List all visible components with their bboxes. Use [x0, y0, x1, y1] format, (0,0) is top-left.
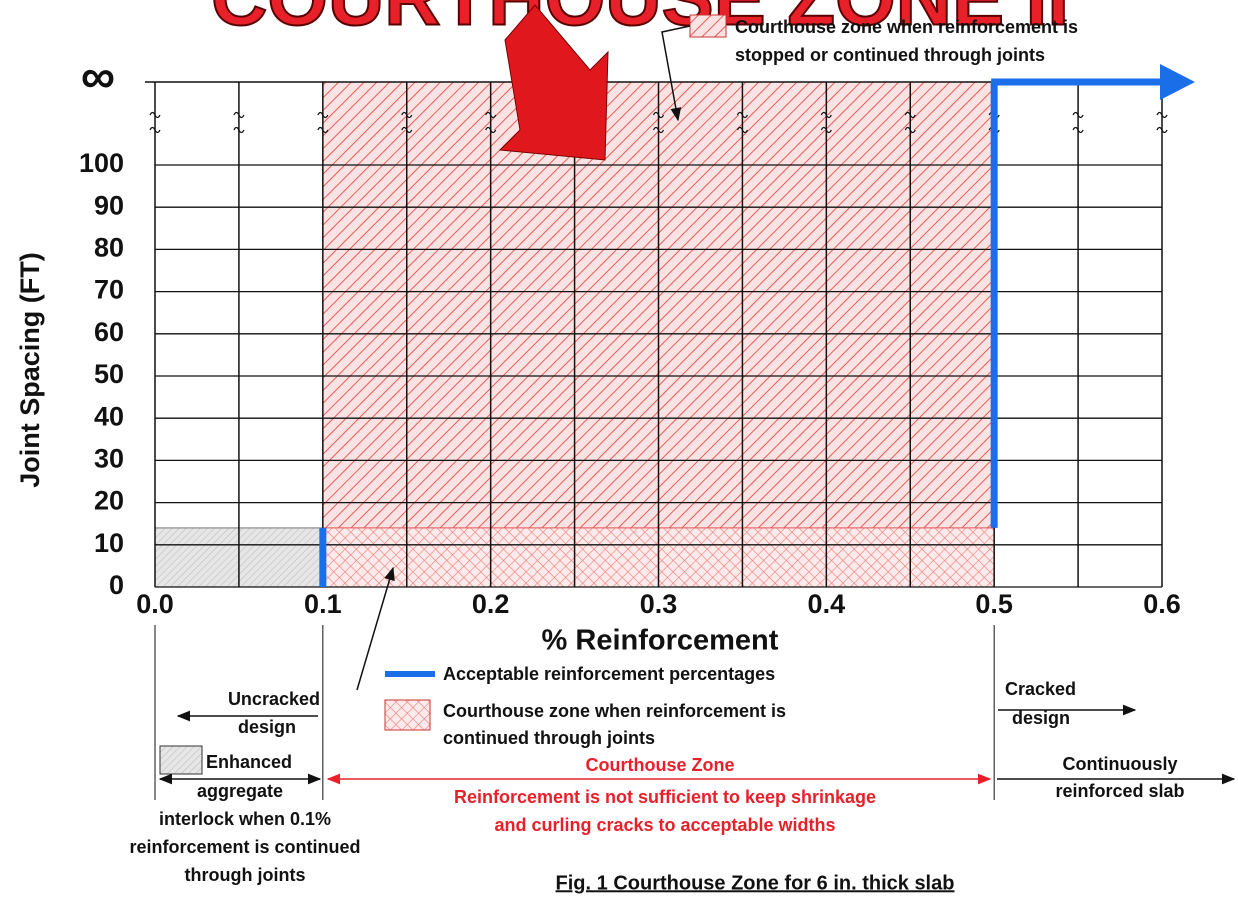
- axis-break: [904, 126, 916, 134]
- axis-break: [149, 126, 161, 134]
- annotation: design: [1012, 708, 1070, 728]
- x-tick-label: 0.6: [1143, 589, 1181, 619]
- axis-break: [317, 126, 329, 134]
- annotation: Uncracked: [228, 689, 320, 709]
- annotation: and curling cracks to acceptable widths: [494, 815, 835, 835]
- axis-break: [317, 111, 329, 119]
- x-tick-label: 0.4: [808, 589, 846, 619]
- legend-swatch-gray: [159, 745, 203, 775]
- y-tick-label: 90: [94, 190, 124, 220]
- legend-text: continued through joints: [443, 728, 655, 748]
- annotation: reinforcement is continued: [129, 837, 360, 857]
- x-tick-label: 0.3: [640, 589, 678, 619]
- legend-swatch-hatch: [689, 14, 727, 38]
- leader: [356, 566, 395, 691]
- axis-break: [1072, 126, 1084, 134]
- annotation: design: [238, 717, 296, 737]
- y-tick-label: 50: [94, 359, 124, 389]
- axis-break: [401, 126, 413, 134]
- y-tick-label: 70: [94, 275, 124, 305]
- axis-break: [736, 111, 748, 119]
- axis-break: [485, 126, 497, 134]
- y-tick-label: 60: [94, 317, 124, 347]
- legend-text: stopped or continued through joints: [735, 45, 1045, 65]
- annotation: Cracked: [1005, 679, 1076, 699]
- x-tick-label: 0.2: [472, 589, 510, 619]
- big-arrow: [498, 4, 609, 161]
- y-tick-label: 20: [94, 486, 124, 516]
- axis-break: [904, 111, 916, 119]
- annotation: Continuously: [1063, 754, 1178, 774]
- legend-text: Acceptable reinforcement percentages: [443, 664, 775, 684]
- y-axis-label: Joint Spacing (FT): [15, 252, 45, 488]
- y-tick-label: 0: [109, 570, 124, 600]
- axis-break: [1156, 111, 1168, 119]
- annotation: interlock when 0.1%: [159, 809, 331, 829]
- annotation: through joints: [185, 865, 306, 885]
- x-tick-label: 0.1: [304, 589, 342, 619]
- x-tick-label: 0.5: [975, 589, 1013, 619]
- legend-swatch-crosshatch: [384, 699, 431, 731]
- annotation: Enhanced: [206, 752, 292, 772]
- axis-break: [1072, 111, 1084, 119]
- axis-break: [652, 126, 665, 134]
- annotation: Courthouse Zone: [586, 755, 735, 775]
- annotation: aggregate: [197, 781, 283, 801]
- y-tick-label: 10: [94, 528, 124, 558]
- axis-break: [401, 111, 413, 119]
- y-tick-label: 40: [94, 401, 124, 431]
- axis-break: [485, 111, 497, 119]
- axis-break: [736, 126, 748, 134]
- legend-text: Courthouse zone when reinforcement is: [443, 701, 786, 721]
- y-tick-label: 80: [94, 233, 124, 263]
- axis-break: [820, 111, 832, 119]
- y-tick-label: 100: [79, 148, 124, 178]
- axis-break: [149, 111, 161, 119]
- acceptable-arrowhead: [1160, 64, 1195, 100]
- legend-text: Courthouse zone when reinforcement is: [735, 17, 1078, 37]
- banner: COURTHOUSE ZONE II: [211, 0, 1069, 42]
- leader: [661, 25, 691, 122]
- infinity-label: ∞: [81, 51, 115, 104]
- x-tick-label: 0.0: [136, 589, 174, 619]
- overlay: [319, 64, 1195, 587]
- annotation: Reinforcement is not sufficient to keep …: [454, 787, 876, 807]
- axis-break: [233, 126, 245, 134]
- y-tick-label: 30: [94, 444, 124, 474]
- figure-title: Fig. 1 Courthouse Zone for 6 in. thick s…: [556, 872, 955, 894]
- axis-break: [820, 126, 832, 134]
- annotation: reinforced slab: [1055, 781, 1184, 801]
- axis-break: [652, 111, 665, 119]
- axis-break: [1156, 126, 1168, 134]
- x-axis-label: % Reinforcement: [542, 625, 779, 657]
- axis-break: [233, 111, 245, 119]
